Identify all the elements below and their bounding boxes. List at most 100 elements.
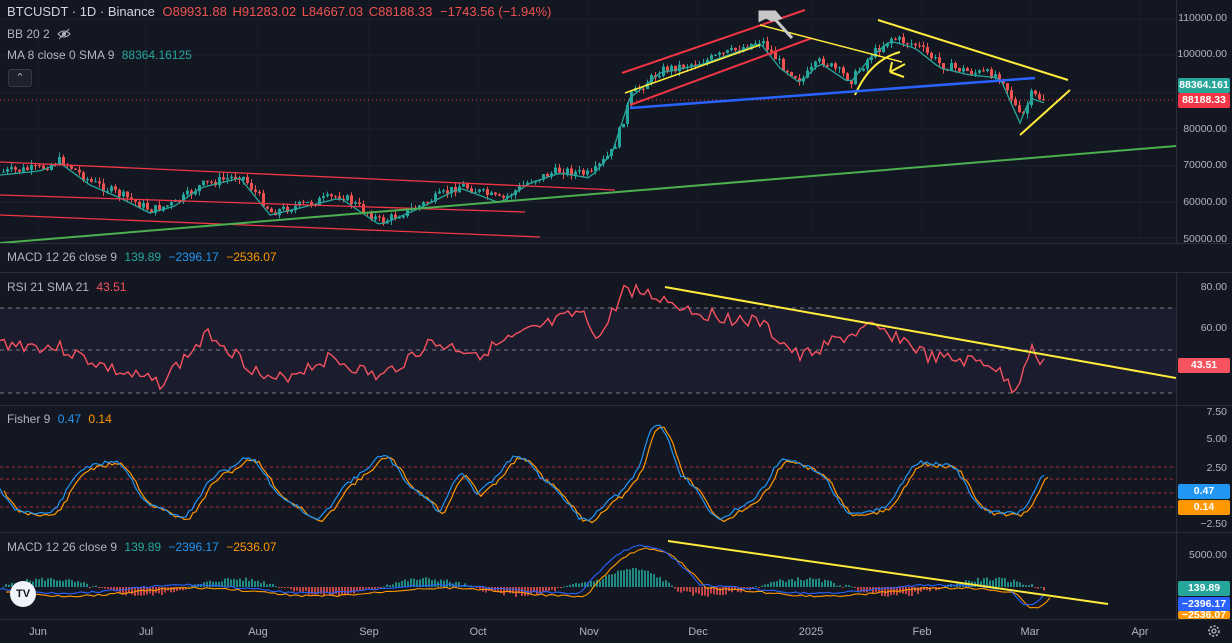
rsi-pane[interactable] — [0, 273, 1176, 405]
fisher-chart[interactable] — [0, 406, 1176, 532]
macd-histogram-bar — [977, 577, 979, 587]
symbol-legend[interactable]: BTCUSDT · 1D · Binance O89931.88 H91283.… — [7, 4, 555, 19]
macd2-pane[interactable] — [0, 533, 1176, 619]
gear-icon[interactable] — [1206, 623, 1222, 639]
candle-body — [406, 208, 409, 217]
macd-histogram-bar — [818, 578, 820, 587]
candle-body — [990, 69, 993, 79]
candle-body — [158, 205, 161, 211]
fisher-tag: 0.47 — [1178, 484, 1230, 499]
rsi-chart[interactable] — [0, 273, 1176, 405]
candle-body — [602, 159, 605, 164]
candle-body — [918, 45, 921, 47]
symbol-title[interactable]: BTCUSDT · 1D · Binance — [7, 4, 155, 19]
fisher-legend[interactable]: Fisher 9 0.47 0.14 — [7, 412, 116, 426]
macd-histogram-bar — [431, 580, 433, 587]
channel-line — [0, 214, 541, 238]
fisher-label[interactable]: Fisher 9 — [7, 412, 51, 426]
macd-histogram-bar — [263, 581, 265, 587]
macd-histogram-bar — [47, 578, 49, 587]
rsi-label[interactable]: RSI 21 SMA 21 — [7, 280, 90, 294]
ohlc-high: H91283.02 — [232, 4, 297, 19]
candle-body — [582, 170, 585, 175]
fisher-pane[interactable] — [0, 406, 1176, 532]
fisher-trigger-tag: 0.14 — [1178, 500, 1230, 515]
macd-histogram-bar — [326, 587, 328, 594]
price-tick: 100000.00 — [1177, 48, 1227, 60]
macd-histogram-bar — [995, 578, 997, 587]
candle-body — [838, 67, 841, 69]
candle-body — [594, 165, 597, 172]
macd-histogram-bar — [641, 569, 643, 587]
candle-body — [486, 189, 489, 196]
macd-histogram-bar — [746, 587, 748, 589]
ma-legend[interactable]: MA 8 close 0 SMA 9 88364.16125 — [7, 48, 196, 62]
collapse-legend-button[interactable]: ⌃ — [8, 69, 32, 87]
candle-body — [98, 181, 101, 184]
macd2-legend[interactable]: MACD 12 26 close 9 139.89 −2396.17 −2536… — [7, 540, 281, 554]
macd-histogram-bar — [560, 587, 562, 588]
pane-separator[interactable] — [0, 532, 1232, 533]
arrow-annotation — [889, 61, 906, 78]
macd2-axis[interactable]: 5000.00 — [1176, 533, 1232, 619]
candle-body — [618, 127, 621, 148]
macd-histogram-bar — [605, 575, 607, 587]
macd2-tick: 5000.00 — [1189, 549, 1227, 561]
rsi-legend[interactable]: RSI 21 SMA 21 43.51 — [7, 280, 130, 294]
macd-histogram-bar — [173, 587, 175, 593]
macd-histogram-bar — [536, 587, 538, 595]
fisher-axis[interactable]: 7.50 5.00 2.50 −2.50 — [1176, 406, 1232, 532]
rsi-axis[interactable]: 80.00 60.00 — [1176, 273, 1232, 405]
candle-body — [574, 171, 577, 176]
candle-body — [846, 73, 849, 81]
macd1-hist-value: 139.89 — [124, 250, 162, 264]
candle-body — [326, 194, 329, 197]
macd-histogram-bar — [65, 579, 67, 587]
macd2-signal-tag: −2536.07 — [1178, 611, 1230, 619]
macd-histogram-bar — [680, 587, 682, 593]
ma-label[interactable]: MA 8 close 0 SMA 9 — [7, 48, 115, 62]
candle-body — [118, 189, 121, 197]
tradingview-logo-text: TV — [15, 588, 31, 600]
price-pane[interactable] — [0, 0, 1176, 243]
price-axis[interactable]: 110000.00 100000.00 80000.00 70000.00 60… — [1176, 0, 1232, 245]
candle-body — [714, 54, 717, 56]
candle-body — [734, 47, 737, 51]
macd2-chart[interactable] — [0, 533, 1176, 619]
macd-histogram-bar — [800, 579, 802, 587]
macd-histogram-bar — [668, 582, 670, 587]
pane-separator[interactable] — [0, 243, 1232, 244]
macd1-label[interactable]: MACD 12 26 close 9 — [7, 250, 118, 264]
pane-separator[interactable] — [0, 272, 1232, 273]
hammer-icon — [758, 10, 794, 40]
candle-body — [610, 148, 613, 156]
arc-annotation — [854, 51, 901, 96]
macd-histogram-bar — [710, 587, 712, 594]
macd-histogram-bar — [152, 587, 154, 596]
macd-histogram-bar — [770, 582, 772, 587]
candle-body — [862, 68, 865, 71]
bb-label[interactable]: BB 20 2 — [7, 27, 50, 41]
price-chart[interactable] — [0, 0, 1176, 243]
macd-histogram-bar — [272, 583, 274, 587]
candle-body — [834, 63, 837, 69]
macd-histogram-bar — [218, 581, 220, 587]
candle-body — [578, 170, 581, 172]
macd-histogram-bar — [953, 586, 955, 588]
tradingview-logo[interactable]: TV — [10, 581, 36, 607]
macd-histogram-bar — [164, 587, 166, 593]
macd1-legend[interactable]: MACD 12 26 close 9 139.89 −2396.17 −2536… — [7, 250, 281, 264]
macd-histogram-bar — [476, 587, 478, 588]
bb-legend[interactable]: BB 20 2 — [7, 26, 75, 41]
macd1-signal-value: −2536.07 — [226, 250, 277, 264]
macd2-label[interactable]: MACD 12 26 close 9 — [7, 540, 118, 554]
macd-histogram-bar — [5, 584, 7, 587]
candle-body — [806, 70, 809, 78]
eye-off-icon[interactable] — [57, 27, 71, 41]
macd-histogram-bar — [281, 587, 283, 588]
candle-body — [378, 216, 381, 218]
pane-separator[interactable] — [0, 405, 1232, 406]
macd-histogram-bar — [317, 587, 319, 595]
macd-histogram-bar — [620, 570, 622, 587]
candle-body — [258, 191, 261, 194]
